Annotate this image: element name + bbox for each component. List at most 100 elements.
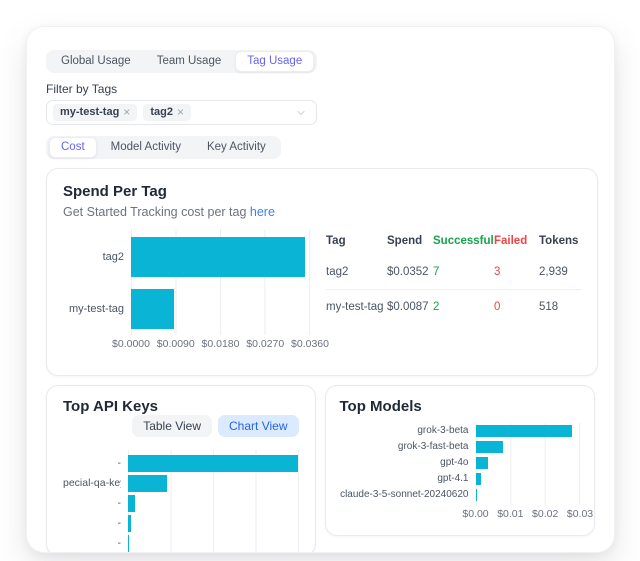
col-spend: Spend xyxy=(387,235,423,247)
tab-team-usage[interactable]: Team Usage xyxy=(156,55,222,67)
category-label: - xyxy=(117,457,122,469)
top-models-title: Top Models xyxy=(339,398,422,415)
tab-global-usage[interactable]: Global Usage xyxy=(61,55,131,67)
cell-spend: $0.0352 xyxy=(387,266,429,278)
here-link[interactable]: here xyxy=(249,205,275,219)
tag-chip-my-test-tag: my-test-tag × xyxy=(53,104,138,121)
category-label: - xyxy=(117,497,122,509)
chart-ticks: $0.0000 $0.0090 $0.0180 $0.0270 $0.0360 xyxy=(112,335,329,351)
category-label: gpt-4.1 xyxy=(437,473,469,484)
chart-plot xyxy=(128,450,299,552)
category-label: - xyxy=(117,537,122,549)
tag-chip-label: tag2 xyxy=(150,106,173,118)
tick-label: $0.0270 xyxy=(246,338,285,350)
tick-label: $0.02 xyxy=(532,508,559,520)
bar-track xyxy=(475,425,580,437)
tag-chip-label: my-test-tag xyxy=(60,106,120,118)
bar xyxy=(128,455,298,472)
tab-key-activity[interactable]: Key Activity xyxy=(206,141,266,153)
bar xyxy=(128,515,132,532)
category-label: grok-3-fast-beta xyxy=(397,441,469,452)
bar-track xyxy=(128,495,298,512)
cell-successful: 7 xyxy=(433,266,440,278)
chart-ticks: $0.00 $0.01 $0.02 $0.03 xyxy=(462,505,593,521)
cost-tabbar: Cost Model Activity Key Activity xyxy=(46,136,281,159)
cell-successful: 2 xyxy=(433,301,440,313)
bar xyxy=(475,441,504,453)
chart-rows xyxy=(475,423,580,505)
bar xyxy=(475,489,477,501)
spend-card-title: Spend Per Tag xyxy=(63,183,167,200)
chart-labels: grok-3-beta grok-3-fast-beta gpt-4o gpt-4.1… xyxy=(340,423,476,521)
tag-chip-tag2: tag2 × xyxy=(143,104,191,121)
col-successful: Successful xyxy=(433,235,494,247)
spend-card-content: tag2 my-test-tag $0.0000 $0.0090 $0.0180 $0.… xyxy=(63,229,581,351)
spend-table-header: Tag Spend Successful Failed Tokens xyxy=(326,231,581,255)
bar xyxy=(475,473,481,485)
tick-label: $0.0090 xyxy=(156,338,195,350)
bar-track xyxy=(475,457,580,469)
category-label: tag2 xyxy=(102,251,124,263)
filter-by-tags-label: Filter by Tags xyxy=(46,82,118,96)
remove-tag-icon[interactable]: × xyxy=(176,105,184,119)
chevron-down-icon[interactable] xyxy=(295,107,307,119)
bar-track xyxy=(128,475,298,492)
bar-track xyxy=(128,455,298,472)
tab-tag-usage[interactable]: Tag Usage xyxy=(235,51,315,72)
tab-model-activity[interactable]: Model Activity xyxy=(110,141,181,153)
bottom-cards-row: Top API Keys Table View Chart View - peci… xyxy=(46,385,595,552)
chart-plot: $0.00 $0.01 $0.02 $0.03 xyxy=(462,423,593,521)
subtitle-text: Get Started Tracking cost per tag xyxy=(63,205,250,219)
col-tokens: Tokens xyxy=(539,235,579,247)
spend-card-subtitle: Get Started Tracking cost per tag here xyxy=(63,205,581,219)
usage-tabbar: Global Usage Team Usage Tag Usage xyxy=(46,50,318,73)
col-failed: Failed xyxy=(494,235,528,247)
bar xyxy=(475,457,488,469)
top-models-chart: grok-3-beta grok-3-fast-beta gpt-4o gpt-4.1… xyxy=(340,423,593,521)
cell-failed: 0 xyxy=(494,301,501,313)
cell-failed: 3 xyxy=(494,266,501,278)
category-label: pecial-qa-key xyxy=(63,477,121,489)
view-toggle: Table View Chart View xyxy=(132,415,299,437)
top-api-keys-title: Top API Keys xyxy=(63,398,159,415)
tag-filter-select[interactable]: my-test-tag × tag2 × xyxy=(46,100,317,125)
table-row: my-test-tag $0.0087 2 0 518 xyxy=(326,289,581,324)
chart-rows xyxy=(128,450,299,552)
tick-label: $0.0180 xyxy=(201,338,240,350)
remove-tag-icon[interactable]: × xyxy=(123,105,131,119)
spend-per-tag-chart: tag2 my-test-tag $0.0000 $0.0090 $0.0180 $0.… xyxy=(63,229,329,351)
bar-track xyxy=(128,515,298,532)
tick-label: $0.01 xyxy=(497,508,524,520)
spend-per-tag-card: Spend Per Tag Get Started Tracking cost … xyxy=(46,168,598,376)
chart-view-button[interactable]: Chart View xyxy=(218,415,299,437)
cell-tag: my-test-tag xyxy=(326,301,384,313)
top-api-keys-header: Top API Keys Table View Chart View xyxy=(63,398,299,450)
category-label: grok-3-beta xyxy=(417,425,469,436)
category-label: - xyxy=(117,517,122,529)
tick-label: $0.00 xyxy=(462,508,489,520)
category-label: gpt-4o xyxy=(440,457,469,468)
col-tag: Tag xyxy=(326,235,346,247)
tick-label: $0.0000 xyxy=(112,338,150,350)
cell-spend: $0.0087 xyxy=(387,301,429,313)
bar xyxy=(131,237,306,277)
bar-track xyxy=(131,289,309,329)
category-label: my-test-tag xyxy=(68,303,124,315)
tick-label: $0.0360 xyxy=(291,338,329,350)
table-view-button[interactable]: Table View xyxy=(132,415,213,437)
cell-tag: tag2 xyxy=(326,266,349,278)
table-row: tag2 $0.0352 7 3 2,939 xyxy=(326,255,581,289)
bar-track xyxy=(128,535,298,552)
bar xyxy=(128,535,129,552)
bar-track xyxy=(131,237,309,277)
bar xyxy=(128,475,168,492)
category-label: claude-3-5-sonnet-20240620 xyxy=(340,489,469,500)
bar xyxy=(131,289,175,329)
dashboard-window: Global Usage Team Usage Tag Usage Filter… xyxy=(26,26,615,553)
tick-label: $0.03 xyxy=(566,508,594,520)
bar xyxy=(128,495,136,512)
cell-tokens: 518 xyxy=(539,301,559,313)
chart-labels: tag2 my-test-tag xyxy=(63,229,131,351)
tab-cost[interactable]: Cost xyxy=(49,137,97,158)
bar xyxy=(475,425,573,437)
